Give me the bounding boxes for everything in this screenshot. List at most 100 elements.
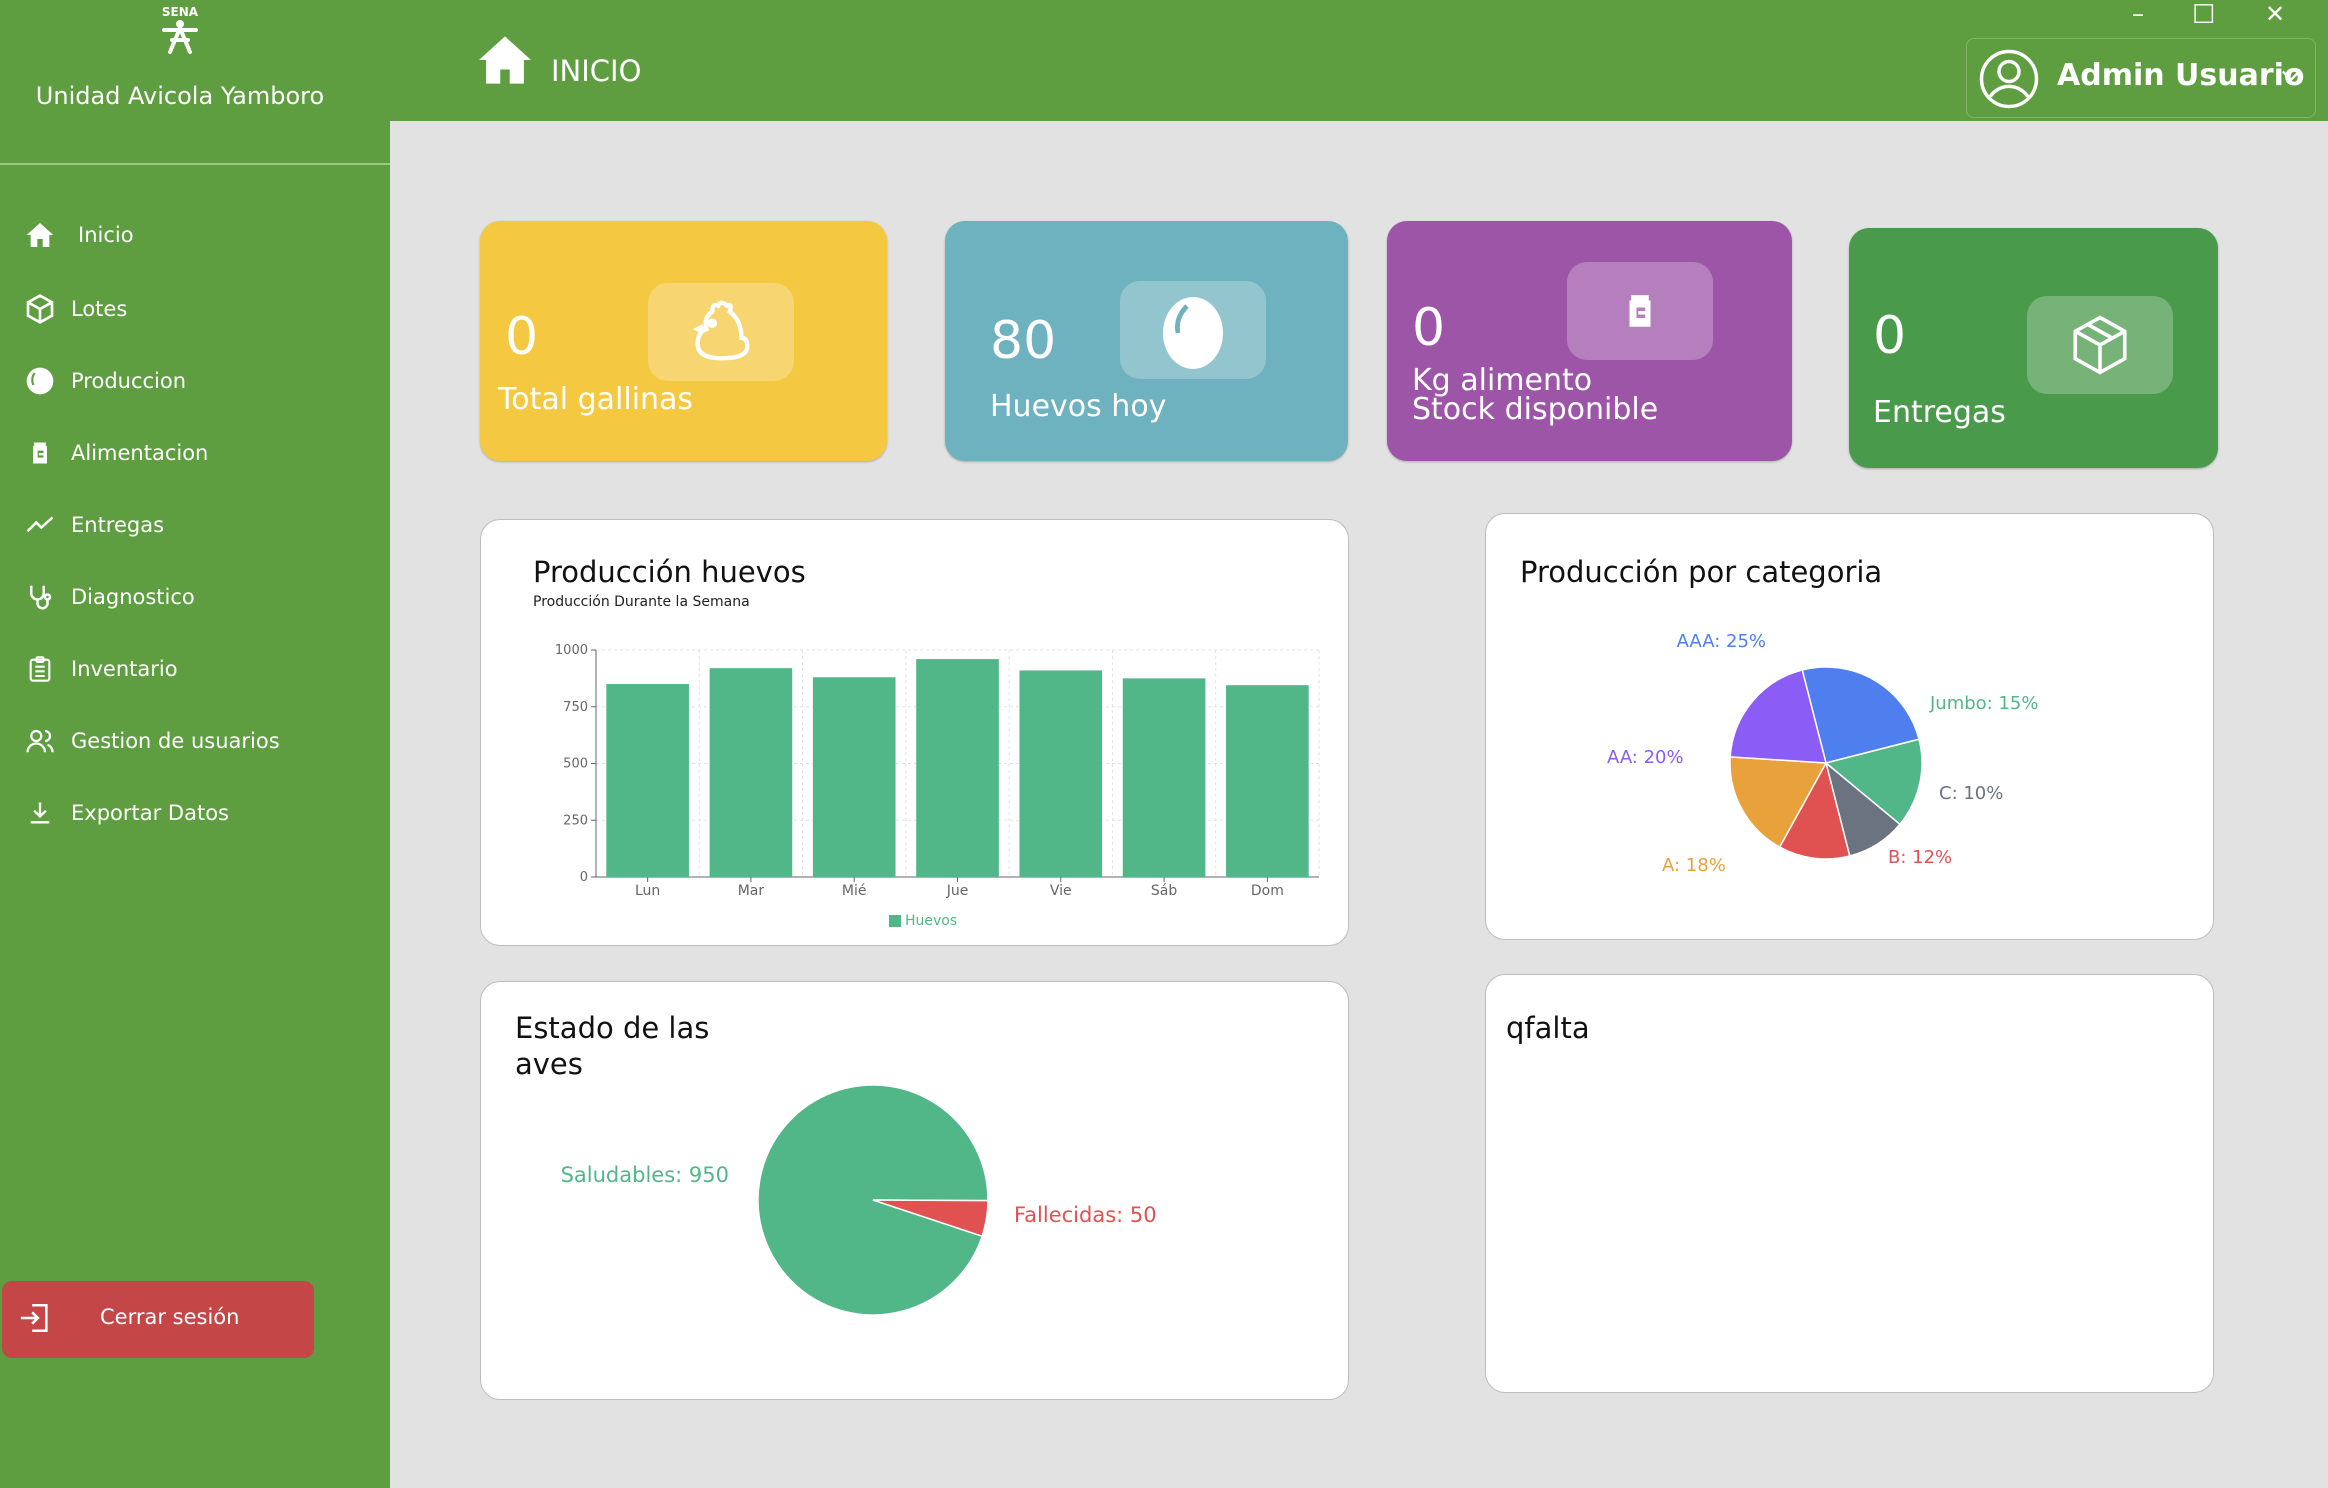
card-value: 0 [1412,298,1446,358]
x-tick-label: Lun [635,883,660,899]
panel-title: Producción por categoria [1520,555,1883,589]
card-value: 80 [990,311,1057,371]
sidebar-item-lotes[interactable]: Lotes [0,276,390,342]
logo-text: SENA [162,5,199,19]
y-tick-label: 1000 [555,643,588,658]
bar [812,677,896,877]
y-tick-label: 750 [563,700,588,715]
page-title: INICIO [551,54,642,88]
card-kg-alimento: 0 Kg alimento Stock disponible [1387,221,1792,461]
box-icon [22,291,58,327]
pie-slice [1824,738,1923,826]
trend-line-icon [22,507,58,543]
sidebar-item-inicio[interactable]: Inicio [0,202,390,268]
maximize-button[interactable]: ☐ [2192,0,2216,30]
sidebar-item-label: Diagnostico [71,585,195,609]
panel-title: Estado de las aves [515,1011,710,1081]
sidebar-item-label: Gestion de usuarios [71,729,280,753]
x-tick-label: Vie [1050,883,1072,899]
card-huevos-hoy: 80 Huevos hoy [945,221,1348,461]
egg-icon [22,363,58,399]
sidebar-item-produccion[interactable]: Produccion [0,348,390,414]
pie-slice [872,1199,989,1238]
qfalta-panel: qfalta [1485,974,2214,1393]
app-title: Unidad Avicola Yamboro [35,82,325,110]
bar [1019,670,1103,877]
logout-label: Cerrar sesión [100,1305,240,1329]
bar [1226,685,1309,877]
birds-status-panel: Estado de las aves Saludables: 950 Fallec… [480,981,1349,1400]
sidebar-item-label: Exportar Datos [71,801,229,825]
panel-title: qfalta [1506,1011,1590,1045]
card-total-gallinas: 0 Total gallinas [480,221,887,461]
y-tick-label: 250 [563,813,588,828]
card-label: Total gallinas [498,382,694,417]
close-button[interactable]: ✕ [2265,0,2286,28]
card-label: Kg alimento Stock disponible [1412,363,1659,427]
pie-slice [1729,756,1828,849]
logout-button[interactable]: Cerrar sesión [2,1281,314,1358]
legend-label: Huevos [905,913,957,929]
feed-jar-icon [1567,262,1713,360]
bar [606,684,689,877]
users-icon [22,723,58,759]
pie-label: B: 12% [1888,847,1952,868]
category-chart-panel: Producción por categoria AAA: 25% Jumbo: … [1485,513,2214,940]
card-label: Huevos hoy [990,389,1167,424]
sidebar-item-label: Inventario [71,657,178,681]
brand-area: SENA Unidad Avicola Yamboro [0,0,390,165]
category-pie-chart: AAA: 25% Jumbo: 15% C: 10% B: 12% A: 18% AA: … [1607,631,2038,876]
download-icon [22,795,58,831]
sidebar-item-label: Lotes [71,297,128,321]
panel-title: Producción huevos [533,555,806,589]
pie-label: Fallecidas: 50 [1014,1203,1157,1227]
card-value: 0 [505,307,539,367]
pie-slice [1778,760,1851,860]
sidebar-item-label: Inicio [78,223,134,247]
pie-label: C: 10% [1939,783,2003,804]
sidebar: SENA Unidad Avicola Yamboro Inicio Lotes… [0,0,390,1488]
sidebar-item-entregas[interactable]: Entregas [0,492,390,558]
sidebar-item-label: Entregas [71,513,165,537]
y-tick-label: 0 [580,870,588,885]
stethoscope-icon [22,579,58,615]
production-chart-panel: Producción huevos Producción Durante la … [480,519,1349,946]
bar [916,659,999,877]
sena-logo: SENA [162,5,199,54]
pie-label: AAA: 25% [1677,631,1766,652]
card-label: Entregas [1873,395,2006,430]
logout-icon [18,1301,52,1340]
sidebar-item-alimentacion[interactable]: Alimentacion [0,420,390,486]
sidebar-item-label: Alimentacion [71,441,209,465]
pie-label: Jumbo: 15% [1929,693,2038,714]
bar [1122,678,1206,877]
sidebar-item-exportar-datos[interactable]: Exportar Datos [0,780,390,846]
sidebar-item-label: Produccion [71,369,187,393]
x-tick-label: Mar [738,883,765,899]
pie-label: A: 18% [1662,855,1726,876]
user-avatar-icon [1979,49,2039,113]
chart-subtitle: Producción Durante la Semana [533,594,750,610]
legend-swatch [889,915,901,927]
user-name: Admin Usuario [2057,58,2305,93]
x-tick-label: Mié [842,883,867,899]
card-value: 0 [1873,306,1907,366]
sidebar-item-gestion-de-usuarios[interactable]: Gestion de usuarios [0,708,390,774]
user-menu[interactable]: Admin Usuario [1966,38,2316,118]
pie-slice [1801,666,1920,764]
x-tick-label: Sáb [1151,883,1177,899]
x-tick-label: Jue [946,883,969,899]
minimize-button[interactable]: – [2132,0,2144,28]
bar [709,668,793,877]
clipboard-list-icon [22,651,58,687]
chevron-down-icon [2277,61,2305,93]
sidebar-item-inventario[interactable]: Inventario [0,636,390,702]
bar-chart: 0 250 500 750 1000 Lun Mar Mié Jue Vie Sáb Dom Huevo… [555,643,1320,929]
card-entregas: 0 Entregas [1849,228,2218,468]
y-tick-label: 500 [563,757,588,772]
egg-icon [1120,281,1266,379]
feed-jar-icon [22,435,58,471]
box-icon [2027,296,2173,394]
sidebar-item-diagnostico[interactable]: Diagnostico [0,564,390,630]
pie-label: AA: 20% [1607,747,1684,768]
